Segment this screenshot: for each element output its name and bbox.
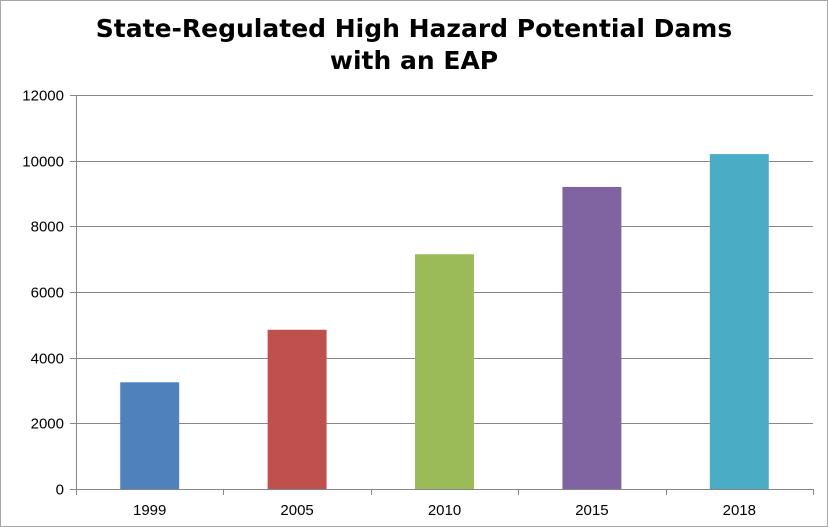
y-tick-label: 4000 [31,351,64,368]
chart-title: State-Regulated High Hazard Potential Da… [1,13,827,77]
y-tick-label: 6000 [31,285,64,302]
y-tick-label: 0 [56,482,64,499]
x-tick-label: 2010 [428,502,461,519]
y-tick-label: 12000 [22,88,64,105]
x-tick-label: 1999 [133,502,166,519]
y-tick-label: 2000 [31,416,64,433]
chart-title-line-1: State-Regulated High Hazard Potential Da… [95,14,733,43]
x-tick-label: 2005 [280,502,313,519]
bar-1999 [120,382,180,489]
y-tick-label: 10000 [22,154,64,171]
bar-2018 [709,154,769,489]
bar-2005 [267,329,327,489]
bar-2010 [415,254,474,489]
y-tick-label: 8000 [31,219,64,236]
bar-2015 [562,186,622,489]
chart-title-line-2: with an EAP [329,46,499,75]
x-tick-label: 2018 [723,502,756,519]
x-tick-label: 2015 [575,502,608,519]
